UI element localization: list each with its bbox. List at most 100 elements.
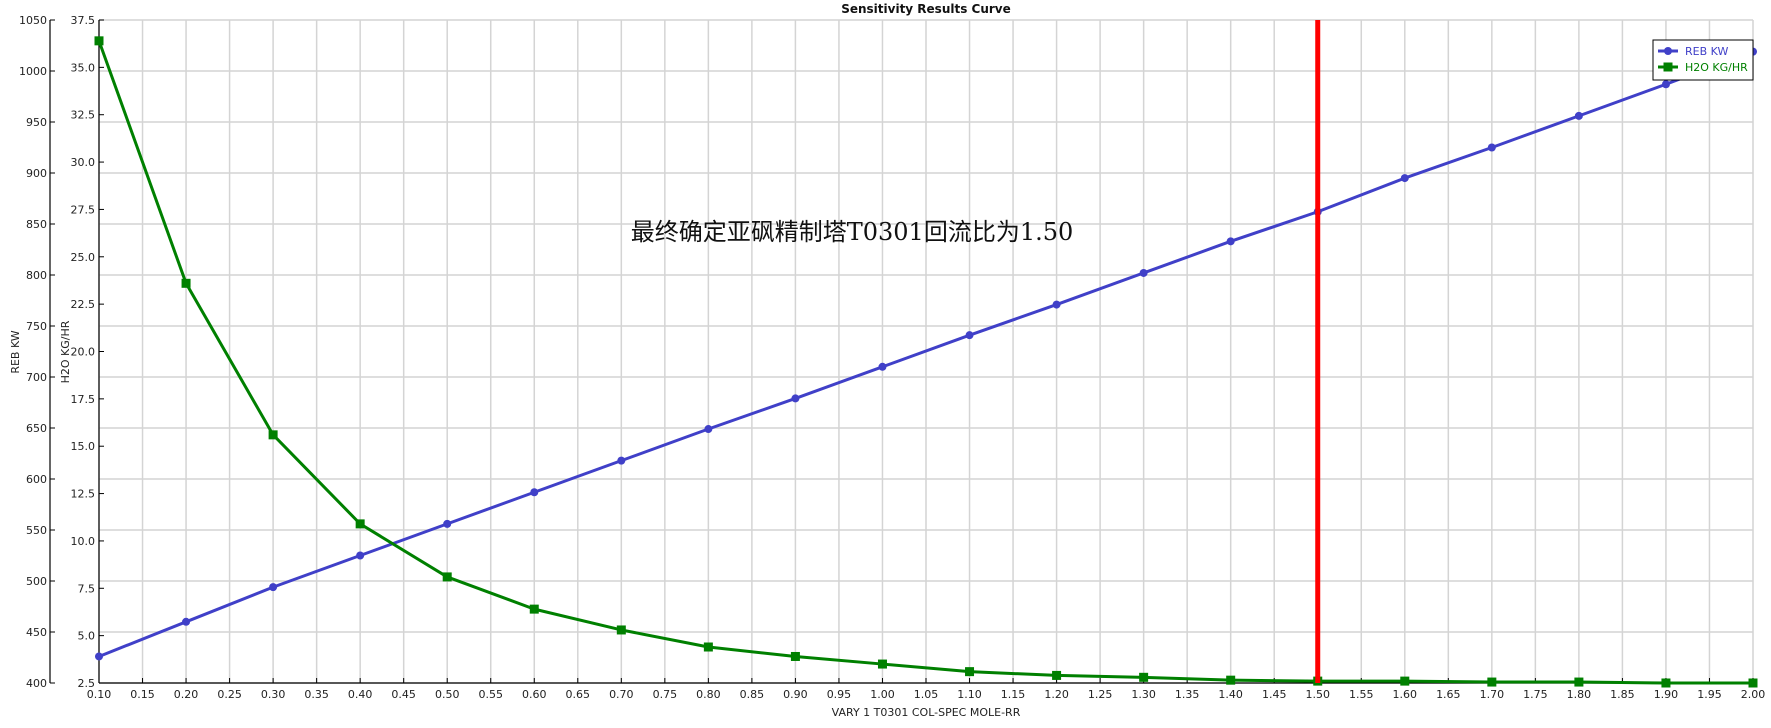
x-tick-label: 0.70 xyxy=(609,688,634,701)
data-point-circle xyxy=(704,425,713,434)
data-point-square xyxy=(355,519,365,529)
reb-tick-label: 650 xyxy=(26,422,47,435)
reb-tick-label: 700 xyxy=(26,371,47,384)
x-tick-label: 1.90 xyxy=(1654,688,1679,701)
x-tick-label: 0.25 xyxy=(217,688,242,701)
x-tick-label: 1.45 xyxy=(1262,688,1287,701)
data-point-square xyxy=(703,642,713,652)
data-point-circle xyxy=(965,331,974,340)
h2o-kg-hr-line xyxy=(97,40,1753,685)
x-tick-label: 0.35 xyxy=(304,688,329,701)
reb-tick-label: 500 xyxy=(26,575,47,588)
x-tick-label: 0.80 xyxy=(696,688,721,701)
data-point-circle xyxy=(791,394,800,403)
x-tick-label: 1.00 xyxy=(870,688,895,701)
data-point-square xyxy=(1400,676,1410,686)
data-point-square xyxy=(268,430,278,440)
x-tick-label: 0.75 xyxy=(653,688,678,701)
y-axis-title-reb: REB KW xyxy=(9,330,22,373)
reb-tick-label: 550 xyxy=(26,524,47,537)
reb-tick-label: 1050 xyxy=(19,14,47,27)
data-point-square xyxy=(94,36,104,46)
x-tick-label: 0.10 xyxy=(87,688,112,701)
x-tick-label: 1.20 xyxy=(1044,688,1069,701)
x-axis-title: VARY 1 T0301 COL-SPEC MOLE-RR xyxy=(832,706,1021,719)
data-series xyxy=(94,36,1758,688)
data-point-circle xyxy=(269,583,278,592)
data-point-circle xyxy=(1226,237,1235,246)
x-tick-label: 1.10 xyxy=(957,688,982,701)
x-tick-label: 1.55 xyxy=(1349,688,1374,701)
axes: 0.10 0.15 0.20 0.25 0.30 0.35 0.40 0.45 0.50 0.55… xyxy=(19,14,1765,701)
x-tick-label: 0.50 xyxy=(435,688,460,701)
x-tick-label: 1.15 xyxy=(1001,688,1026,701)
data-point-circle xyxy=(1661,80,1670,89)
x-tick-label: 0.30 xyxy=(261,688,286,701)
x-tick-label: 0.60 xyxy=(522,688,547,701)
x-tick-label: 0.95 xyxy=(827,688,852,701)
data-point-circle xyxy=(530,488,539,497)
data-point-square xyxy=(1574,677,1584,687)
reb-tick-label: 950 xyxy=(26,116,47,129)
data-point-circle xyxy=(182,617,191,626)
x-tick-label: 0.65 xyxy=(566,688,591,701)
data-point-square xyxy=(1139,672,1149,682)
x-tick-label: 1.70 xyxy=(1480,688,1505,701)
grid-lines xyxy=(98,19,1754,684)
reb-tick-label: 800 xyxy=(26,269,47,282)
selected-reflux-ratio-marker xyxy=(1315,20,1321,683)
data-point-square xyxy=(616,625,626,635)
x-tick-label: 1.25 xyxy=(1088,688,1113,701)
data-point-square xyxy=(1052,670,1062,680)
reb-tick-label: 400 xyxy=(26,677,47,690)
data-point-square xyxy=(1661,678,1671,688)
x-tick-label: 1.05 xyxy=(914,688,939,701)
reb-tick-label: 600 xyxy=(26,473,47,486)
h2o-tick-label: 35.0 xyxy=(71,61,96,74)
reb-tick-label: 900 xyxy=(26,167,47,180)
h2o-tick-label: 17.5 xyxy=(71,393,96,406)
h2o-tick-label: 5.0 xyxy=(78,630,96,643)
chart-title: Sensitivity Results Curve xyxy=(841,2,1011,16)
data-point-circle xyxy=(1052,300,1061,309)
x-tick-label: 0.40 xyxy=(348,688,373,701)
legend: REB KW H2O KG/HR xyxy=(1652,39,1754,81)
h2o-tick-label: 10.0 xyxy=(71,535,96,548)
x-tick-label: 1.60 xyxy=(1393,688,1418,701)
h2o-tick-label: 20.0 xyxy=(71,346,96,359)
x-tick-label: 1.35 xyxy=(1175,688,1200,701)
x-tick-label: 0.90 xyxy=(783,688,808,701)
h2o-tick-label: 15.0 xyxy=(71,440,96,453)
x-tick-label: 1.30 xyxy=(1131,688,1156,701)
data-point-circle xyxy=(1139,268,1148,277)
x-tick-label: 1.85 xyxy=(1610,688,1635,701)
data-point-square xyxy=(877,659,887,669)
h2o-tick-label: 30.0 xyxy=(71,156,96,169)
reb-tick-label: 450 xyxy=(26,626,47,639)
reb-tick-label: 750 xyxy=(26,320,47,333)
legend-entry-label: REB KW xyxy=(1685,45,1728,58)
data-point-circle xyxy=(356,551,365,560)
h2o-tick-label: 37.5 xyxy=(71,14,96,27)
h2o-tick-label: 22.5 xyxy=(71,298,96,311)
h2o-tick-label: 27.5 xyxy=(71,203,96,216)
reb-kw-line xyxy=(98,50,1754,658)
x-tick-label: 1.95 xyxy=(1697,688,1722,701)
data-point-circle xyxy=(1574,111,1583,120)
x-tick-label: 1.65 xyxy=(1436,688,1461,701)
x-tick-label: 0.20 xyxy=(174,688,199,701)
data-point-square xyxy=(181,278,191,288)
x-tick-label: 1.40 xyxy=(1218,688,1243,701)
legend-circle-icon xyxy=(1664,47,1672,55)
data-point-square xyxy=(965,667,975,677)
x-tick-label: 1.50 xyxy=(1305,688,1330,701)
data-point-square xyxy=(1226,675,1236,685)
data-point-circle xyxy=(878,362,887,371)
reb-tick-label: 850 xyxy=(26,218,47,231)
h2o-tick-label: 12.5 xyxy=(71,488,96,501)
x-tick-label: 1.75 xyxy=(1523,688,1548,701)
h2o-tick-label: 7.5 xyxy=(78,582,96,595)
data-point-circle xyxy=(617,456,626,465)
data-point-circle xyxy=(1400,174,1409,183)
